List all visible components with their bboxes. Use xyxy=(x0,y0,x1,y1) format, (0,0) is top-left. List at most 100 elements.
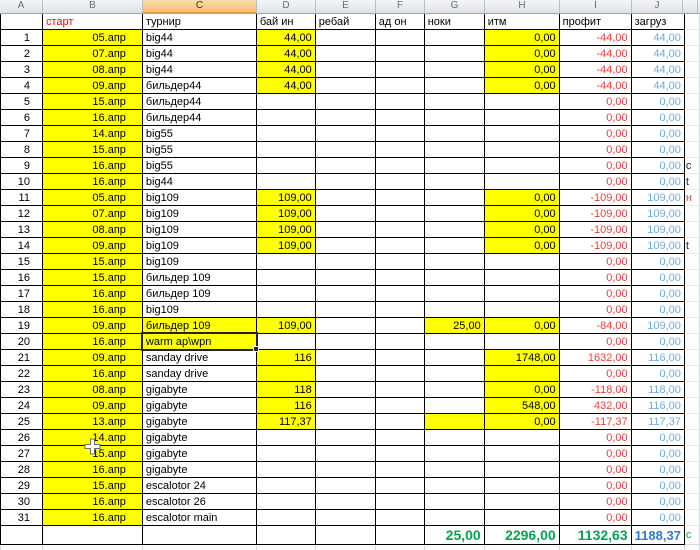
cell-E20[interactable] xyxy=(315,334,376,350)
cell-J16[interactable]: 0,00 xyxy=(631,270,685,286)
header-cell-B[interactable]: старт xyxy=(42,14,143,30)
cell-G23[interactable] xyxy=(424,382,485,398)
cell-E9[interactable] xyxy=(315,158,376,174)
cell-I6[interactable]: 0,00 xyxy=(559,110,632,126)
cell-C10[interactable]: big44 xyxy=(142,174,257,190)
cell-B19[interactable]: 09.апр xyxy=(42,318,143,334)
cell-A30[interactable]: 30 xyxy=(0,494,43,510)
cell-D14[interactable]: 109,00 xyxy=(256,238,316,254)
cell-C5[interactable]: бильдер44 xyxy=(142,94,257,110)
cell-J3[interactable]: 44,00 xyxy=(631,62,685,78)
cell-F4[interactable] xyxy=(375,78,425,94)
cell-C15[interactable]: big109 xyxy=(142,254,257,270)
cell-H30[interactable] xyxy=(484,494,560,510)
cell-I7[interactable]: 0,00 xyxy=(559,126,632,142)
cell-B25[interactable]: 13.апр xyxy=(42,414,143,430)
cell-D4[interactable]: 44,00 xyxy=(256,78,316,94)
cell-C22[interactable]: sanday drive xyxy=(142,366,257,382)
cell-D12[interactable]: 109,00 xyxy=(256,206,316,222)
cell-I18[interactable]: 0,00 xyxy=(559,302,632,318)
cell-H25[interactable]: 0,00 xyxy=(484,414,560,430)
cell-D6[interactable] xyxy=(256,110,316,126)
cell-F24[interactable] xyxy=(375,398,425,414)
cell-A28[interactable]: 28 xyxy=(0,462,43,478)
cell-D28[interactable] xyxy=(256,462,316,478)
cell-J26[interactable]: 0,00 xyxy=(631,430,685,446)
header-cell-J[interactable]: загруз xyxy=(631,14,685,30)
cell-B5[interactable]: 15.апр xyxy=(42,94,143,110)
cell-E25[interactable] xyxy=(315,414,376,430)
cell-A13[interactable]: 13 xyxy=(0,222,43,238)
cell-I4[interactable]: -44,00 xyxy=(559,78,632,94)
cell-B24[interactable]: 09.апр xyxy=(42,398,143,414)
cell-E7[interactable] xyxy=(315,126,376,142)
cell-A19[interactable]: 19 xyxy=(0,318,43,334)
cell-F8[interactable] xyxy=(375,142,425,158)
cell-G3[interactable] xyxy=(424,62,485,78)
cell-A18[interactable]: 18 xyxy=(0,302,43,318)
cell-I3[interactable]: -44,00 xyxy=(559,62,632,78)
cell-B30[interactable]: 16.апр xyxy=(42,494,143,510)
cell-G27[interactable] xyxy=(424,446,485,462)
cell-E2[interactable] xyxy=(315,46,376,62)
cell-F6[interactable] xyxy=(375,110,425,126)
cell-G13[interactable] xyxy=(424,222,485,238)
cell-E31[interactable] xyxy=(315,510,376,526)
cell-C11[interactable]: big109 xyxy=(142,190,257,206)
cell-J27[interactable]: 0,00 xyxy=(631,446,685,462)
cell-E16[interactable] xyxy=(315,270,376,286)
cell-F9[interactable] xyxy=(375,158,425,174)
cell-H12[interactable]: 0,00 xyxy=(484,206,560,222)
cell-A1[interactable]: 1 xyxy=(0,30,43,46)
cell-D7[interactable] xyxy=(256,126,316,142)
cell-I5[interactable]: 0,00 xyxy=(559,94,632,110)
cell-D18[interactable] xyxy=(256,302,316,318)
cell-D2[interactable]: 44,00 xyxy=(256,46,316,62)
cell-E23[interactable] xyxy=(315,382,376,398)
cell-C25[interactable]: gigabyte xyxy=(142,414,257,430)
cell-E17[interactable] xyxy=(315,286,376,302)
cell-A6[interactable]: 6 xyxy=(0,110,43,126)
cell-E29[interactable] xyxy=(315,478,376,494)
cell-E22[interactable] xyxy=(315,366,376,382)
cell-J22[interactable]: 0,00 xyxy=(631,366,685,382)
cell-I15[interactable]: 0,00 xyxy=(559,254,632,270)
cell-A15[interactable]: 15 xyxy=(0,254,43,270)
cell-D22[interactable] xyxy=(256,366,316,382)
cell-F31[interactable] xyxy=(375,510,425,526)
cell-F13[interactable] xyxy=(375,222,425,238)
column-header-E[interactable]: E xyxy=(316,0,376,14)
cell-J20[interactable]: 0,00 xyxy=(631,334,685,350)
header-cell-E[interactable]: ребай xyxy=(315,14,376,30)
cell-H6[interactable] xyxy=(484,110,560,126)
cell-G25[interactable] xyxy=(424,414,485,430)
cell-F23[interactable] xyxy=(375,382,425,398)
cell-D10[interactable] xyxy=(256,174,316,190)
column-header-F[interactable]: F xyxy=(376,0,425,14)
cell-G29[interactable] xyxy=(424,478,485,494)
cell-G10[interactable] xyxy=(424,174,485,190)
cell-A5[interactable]: 5 xyxy=(0,94,43,110)
cell-J29[interactable]: 0,00 xyxy=(631,478,685,494)
cell-E14[interactable] xyxy=(315,238,376,254)
cell-A27[interactable]: 27 xyxy=(0,446,43,462)
cell-G12[interactable] xyxy=(424,206,485,222)
cell-A23[interactable]: 23 xyxy=(0,382,43,398)
cell-E12[interactable] xyxy=(315,206,376,222)
cell-D16[interactable] xyxy=(256,270,316,286)
cell-J12[interactable]: 109,00 xyxy=(631,206,685,222)
cell-C16[interactable]: бильдер 109 xyxy=(142,270,257,286)
cell-J25[interactable]: 117,37 xyxy=(631,414,685,430)
cell-E5[interactable] xyxy=(315,94,376,110)
cell-D15[interactable] xyxy=(256,254,316,270)
cell-F22[interactable] xyxy=(375,366,425,382)
header-cell-C[interactable]: турнир xyxy=(142,14,257,30)
cell-J19[interactable]: 109,00 xyxy=(631,318,685,334)
column-header-I[interactable]: I xyxy=(560,0,632,14)
column-header-A[interactable]: A xyxy=(0,0,43,14)
cell-G2[interactable] xyxy=(424,46,485,62)
cell-C12[interactable]: big109 xyxy=(142,206,257,222)
cell-I10[interactable]: 0,00 xyxy=(559,174,632,190)
cell-A16[interactable]: 16 xyxy=(0,270,43,286)
cell-J14[interactable]: 109,00 xyxy=(631,238,685,254)
